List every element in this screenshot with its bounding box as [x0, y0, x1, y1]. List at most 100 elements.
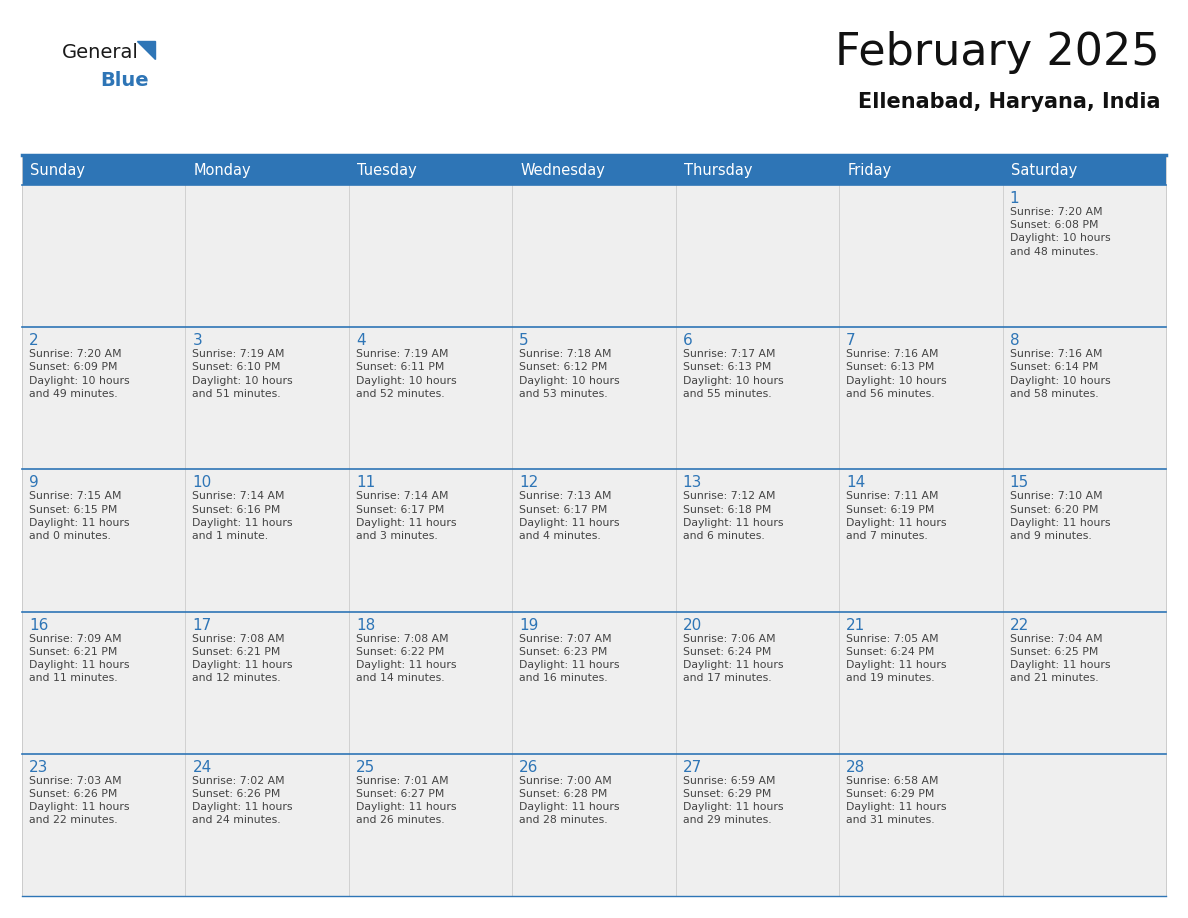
Text: 1: 1 [1010, 191, 1019, 206]
Text: Friday: Friday [847, 162, 891, 177]
Text: 9: 9 [29, 476, 39, 490]
Text: Sunrise: 7:12 AM
Sunset: 6:18 PM
Daylight: 11 hours
and 6 minutes.: Sunrise: 7:12 AM Sunset: 6:18 PM Dayligh… [683, 491, 783, 541]
Text: Sunrise: 7:10 AM
Sunset: 6:20 PM
Daylight: 11 hours
and 9 minutes.: Sunrise: 7:10 AM Sunset: 6:20 PM Dayligh… [1010, 491, 1110, 541]
Text: Sunrise: 7:20 AM
Sunset: 6:09 PM
Daylight: 10 hours
and 49 minutes.: Sunrise: 7:20 AM Sunset: 6:09 PM Dayligh… [29, 349, 129, 398]
Text: Sunday: Sunday [30, 162, 86, 177]
Text: 10: 10 [192, 476, 211, 490]
Text: 13: 13 [683, 476, 702, 490]
Bar [349, 611, 512, 754]
Bar [512, 185, 676, 327]
Text: Sunrise: 7:17 AM
Sunset: 6:13 PM
Daylight: 10 hours
and 55 minutes.: Sunrise: 7:17 AM Sunset: 6:13 PM Dayligh… [683, 349, 783, 398]
Bar [349, 754, 512, 896]
Bar [185, 469, 349, 611]
Text: 19: 19 [519, 618, 538, 633]
Text: 14: 14 [846, 476, 865, 490]
Text: Sunrise: 7:02 AM
Sunset: 6:26 PM
Daylight: 11 hours
and 24 minutes.: Sunrise: 7:02 AM Sunset: 6:26 PM Dayligh… [192, 776, 293, 825]
Text: Tuesday: Tuesday [356, 162, 417, 177]
Bar [349, 327, 512, 469]
Text: 16: 16 [29, 618, 49, 633]
Text: 15: 15 [1010, 476, 1029, 490]
Bar [839, 185, 1003, 327]
Text: Wednesday: Wednesday [520, 162, 605, 177]
Bar [23, 469, 185, 611]
Text: Sunrise: 7:18 AM
Sunset: 6:12 PM
Daylight: 10 hours
and 53 minutes.: Sunrise: 7:18 AM Sunset: 6:12 PM Dayligh… [519, 349, 620, 398]
Text: 7: 7 [846, 333, 855, 348]
Bar [185, 611, 349, 754]
Bar [1003, 185, 1165, 327]
Text: 25: 25 [356, 760, 375, 775]
Bar [1003, 754, 1165, 896]
Bar [512, 611, 676, 754]
Text: Sunrise: 7:08 AM
Sunset: 6:22 PM
Daylight: 11 hours
and 14 minutes.: Sunrise: 7:08 AM Sunset: 6:22 PM Dayligh… [356, 633, 456, 683]
Text: General: General [62, 42, 139, 62]
Polygon shape [137, 41, 154, 59]
Text: Sunrise: 7:11 AM
Sunset: 6:19 PM
Daylight: 11 hours
and 7 minutes.: Sunrise: 7:11 AM Sunset: 6:19 PM Dayligh… [846, 491, 947, 541]
Bar [1003, 469, 1165, 611]
Text: 4: 4 [356, 333, 366, 348]
Text: 11: 11 [356, 476, 375, 490]
Bar [1003, 611, 1165, 754]
Text: Sunrise: 7:19 AM
Sunset: 6:11 PM
Daylight: 10 hours
and 52 minutes.: Sunrise: 7:19 AM Sunset: 6:11 PM Dayligh… [356, 349, 456, 398]
Text: Sunrise: 7:20 AM
Sunset: 6:08 PM
Daylight: 10 hours
and 48 minutes.: Sunrise: 7:20 AM Sunset: 6:08 PM Dayligh… [1010, 207, 1111, 257]
Text: Sunrise: 7:07 AM
Sunset: 6:23 PM
Daylight: 11 hours
and 16 minutes.: Sunrise: 7:07 AM Sunset: 6:23 PM Dayligh… [519, 633, 620, 683]
Text: 17: 17 [192, 618, 211, 633]
Text: Sunrise: 7:15 AM
Sunset: 6:15 PM
Daylight: 11 hours
and 0 minutes.: Sunrise: 7:15 AM Sunset: 6:15 PM Dayligh… [29, 491, 129, 541]
Bar [839, 754, 1003, 896]
Text: 27: 27 [683, 760, 702, 775]
Text: 22: 22 [1010, 618, 1029, 633]
Text: Sunrise: 7:13 AM
Sunset: 6:17 PM
Daylight: 11 hours
and 4 minutes.: Sunrise: 7:13 AM Sunset: 6:17 PM Dayligh… [519, 491, 620, 541]
Bar [839, 611, 1003, 754]
Text: 2: 2 [29, 333, 39, 348]
Text: 23: 23 [29, 760, 49, 775]
Text: Sunrise: 7:16 AM
Sunset: 6:13 PM
Daylight: 10 hours
and 56 minutes.: Sunrise: 7:16 AM Sunset: 6:13 PM Dayligh… [846, 349, 947, 398]
Bar [676, 469, 839, 611]
Text: Sunrise: 6:58 AM
Sunset: 6:29 PM
Daylight: 11 hours
and 31 minutes.: Sunrise: 6:58 AM Sunset: 6:29 PM Dayligh… [846, 776, 947, 825]
Text: Sunrise: 7:03 AM
Sunset: 6:26 PM
Daylight: 11 hours
and 22 minutes.: Sunrise: 7:03 AM Sunset: 6:26 PM Dayligh… [29, 776, 129, 825]
Bar [185, 754, 349, 896]
Text: Thursday: Thursday [684, 162, 752, 177]
Bar [349, 469, 512, 611]
Text: Sunrise: 7:06 AM
Sunset: 6:24 PM
Daylight: 11 hours
and 17 minutes.: Sunrise: 7:06 AM Sunset: 6:24 PM Dayligh… [683, 633, 783, 683]
Text: Sunrise: 7:05 AM
Sunset: 6:24 PM
Daylight: 11 hours
and 19 minutes.: Sunrise: 7:05 AM Sunset: 6:24 PM Dayligh… [846, 633, 947, 683]
Text: 26: 26 [519, 760, 538, 775]
Text: Sunrise: 6:59 AM
Sunset: 6:29 PM
Daylight: 11 hours
and 29 minutes.: Sunrise: 6:59 AM Sunset: 6:29 PM Dayligh… [683, 776, 783, 825]
Text: Sunrise: 7:01 AM
Sunset: 6:27 PM
Daylight: 11 hours
and 26 minutes.: Sunrise: 7:01 AM Sunset: 6:27 PM Dayligh… [356, 776, 456, 825]
Text: Sunrise: 7:00 AM
Sunset: 6:28 PM
Daylight: 11 hours
and 28 minutes.: Sunrise: 7:00 AM Sunset: 6:28 PM Dayligh… [519, 776, 620, 825]
Bar [23, 155, 1165, 185]
Text: 6: 6 [683, 333, 693, 348]
Text: 18: 18 [356, 618, 375, 633]
Bar [839, 327, 1003, 469]
Bar [839, 469, 1003, 611]
Text: 24: 24 [192, 760, 211, 775]
Text: February 2025: February 2025 [835, 30, 1159, 73]
Text: 12: 12 [519, 476, 538, 490]
Bar [23, 327, 185, 469]
Bar [1003, 327, 1165, 469]
Text: Sunrise: 7:09 AM
Sunset: 6:21 PM
Daylight: 11 hours
and 11 minutes.: Sunrise: 7:09 AM Sunset: 6:21 PM Dayligh… [29, 633, 129, 683]
Bar [512, 469, 676, 611]
Bar [23, 611, 185, 754]
Bar [676, 754, 839, 896]
Text: 20: 20 [683, 618, 702, 633]
Text: 8: 8 [1010, 333, 1019, 348]
Bar [676, 185, 839, 327]
Text: Sunrise: 7:04 AM
Sunset: 6:25 PM
Daylight: 11 hours
and 21 minutes.: Sunrise: 7:04 AM Sunset: 6:25 PM Dayligh… [1010, 633, 1110, 683]
Bar [349, 185, 512, 327]
Text: 3: 3 [192, 333, 202, 348]
Bar [676, 611, 839, 754]
Bar [185, 327, 349, 469]
Bar [512, 754, 676, 896]
Bar [512, 327, 676, 469]
Text: 21: 21 [846, 618, 865, 633]
Bar [676, 327, 839, 469]
Bar [185, 185, 349, 327]
Text: Sunrise: 7:14 AM
Sunset: 6:17 PM
Daylight: 11 hours
and 3 minutes.: Sunrise: 7:14 AM Sunset: 6:17 PM Dayligh… [356, 491, 456, 541]
Text: Ellenabad, Haryana, India: Ellenabad, Haryana, India [858, 92, 1159, 112]
Text: Sunrise: 7:16 AM
Sunset: 6:14 PM
Daylight: 10 hours
and 58 minutes.: Sunrise: 7:16 AM Sunset: 6:14 PM Dayligh… [1010, 349, 1111, 398]
Text: 28: 28 [846, 760, 865, 775]
Text: Saturday: Saturday [1011, 162, 1076, 177]
Text: Sunrise: 7:08 AM
Sunset: 6:21 PM
Daylight: 11 hours
and 12 minutes.: Sunrise: 7:08 AM Sunset: 6:21 PM Dayligh… [192, 633, 293, 683]
Text: 5: 5 [519, 333, 529, 348]
Text: Blue: Blue [100, 71, 148, 89]
Text: Sunrise: 7:14 AM
Sunset: 6:16 PM
Daylight: 11 hours
and 1 minute.: Sunrise: 7:14 AM Sunset: 6:16 PM Dayligh… [192, 491, 293, 541]
